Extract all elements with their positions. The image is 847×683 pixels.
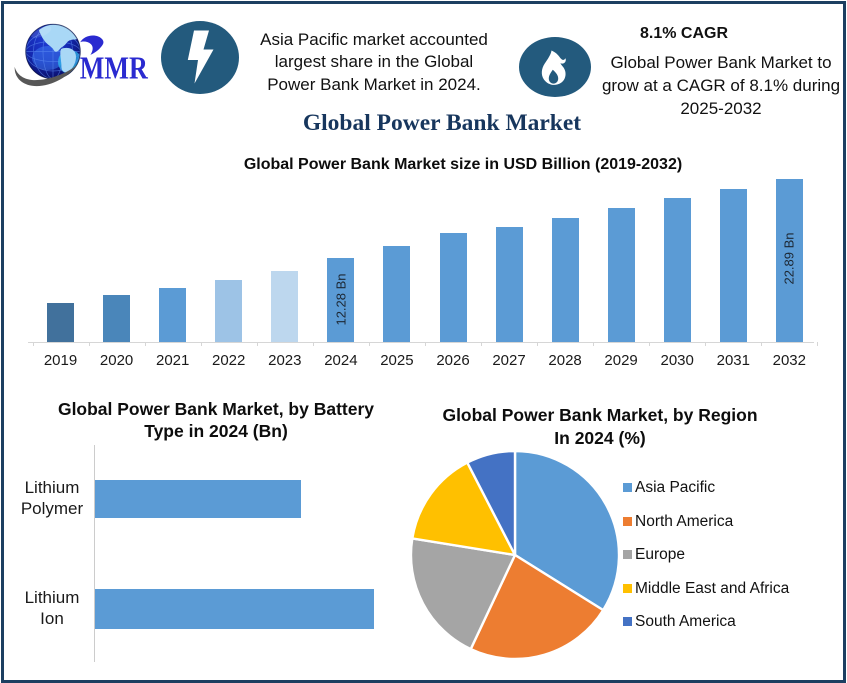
svg-text:MMR: MMR (80, 49, 149, 85)
